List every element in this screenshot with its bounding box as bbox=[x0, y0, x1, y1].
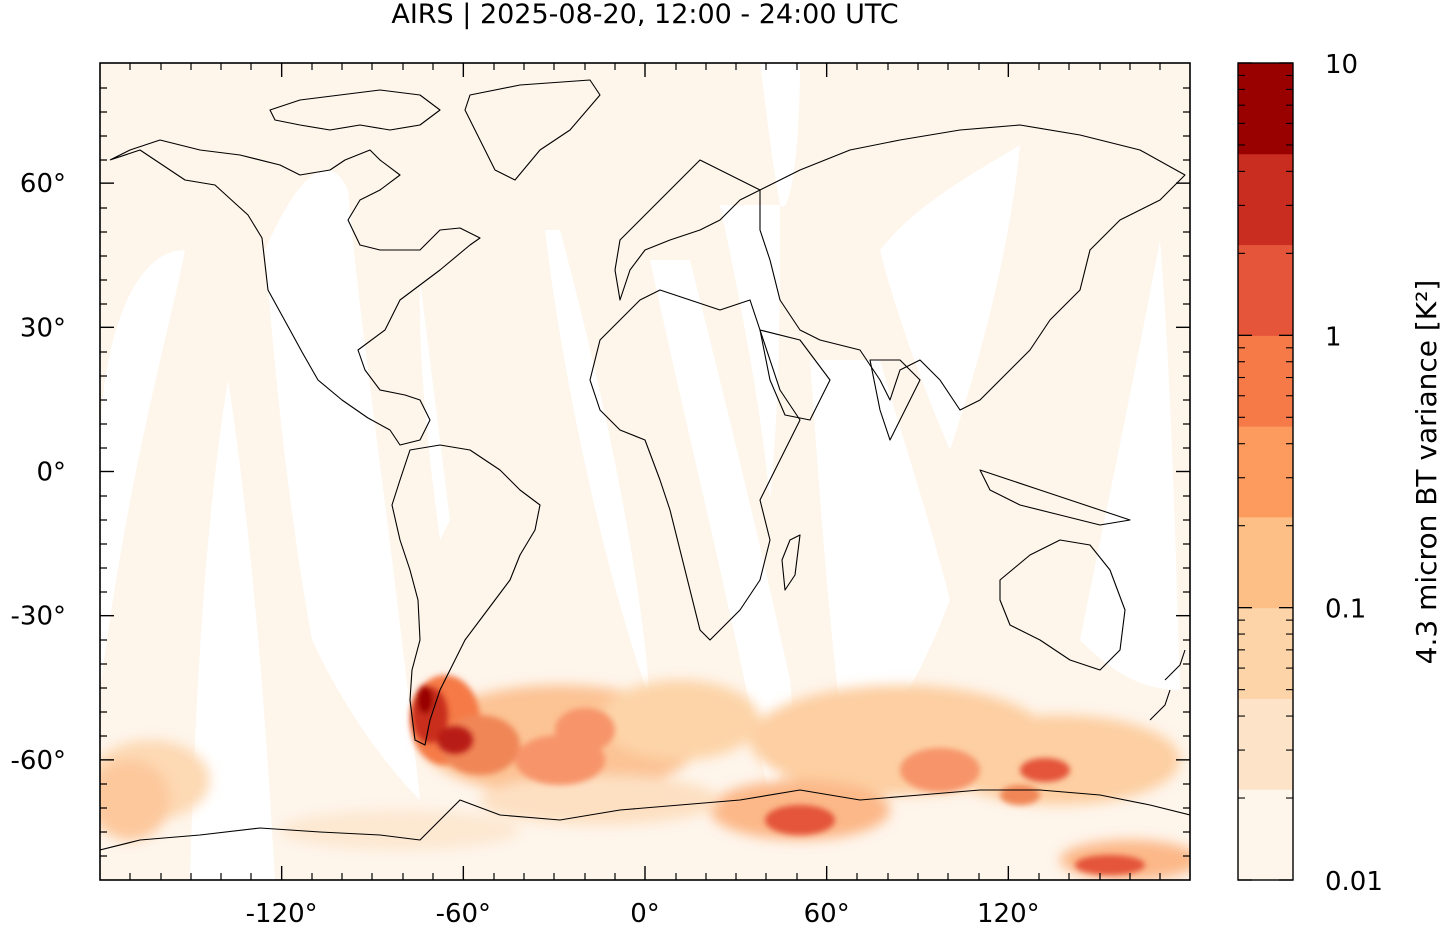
coastline-new-zealand bbox=[1149, 649, 1186, 721]
orbit-gap bbox=[760, 63, 800, 208]
x-tick-label: 0° bbox=[630, 899, 660, 929]
orbit-gap bbox=[720, 205, 780, 500]
orbit-gaps bbox=[100, 63, 1180, 880]
colorbar-tick-label: 0.01 bbox=[1325, 867, 1383, 897]
colorbar-segment bbox=[1238, 698, 1293, 790]
x-axis-ticks: -120° -60° 0° 60° 120° bbox=[246, 63, 1040, 929]
coastline-australia bbox=[999, 539, 1126, 671]
orbit-gap bbox=[265, 170, 420, 800]
coastline-antarctica bbox=[100, 789, 1190, 851]
coastline-arctic-islands bbox=[269, 89, 441, 131]
colorbar-tick-label: 0.1 bbox=[1325, 595, 1366, 625]
y-tick-label: 60° bbox=[20, 169, 66, 199]
y-tick-label: 0° bbox=[36, 458, 66, 488]
x-minor-ticks-top bbox=[129, 63, 1161, 70]
coastline-europe bbox=[614, 159, 761, 301]
map-area bbox=[100, 63, 1190, 880]
colorbar-segment bbox=[1238, 153, 1293, 246]
variance-field bbox=[100, 675, 1190, 880]
coastline-greenland bbox=[464, 79, 601, 181]
orbit-gap bbox=[545, 230, 650, 700]
coastline-madagascar bbox=[781, 534, 801, 591]
colorbar-segment bbox=[1238, 607, 1293, 699]
orbit-gap bbox=[880, 145, 1020, 450]
colorbar-segment bbox=[1238, 789, 1293, 881]
x-tick-label: -120° bbox=[246, 899, 318, 929]
orbit-gap bbox=[100, 250, 185, 690]
orbit-gap bbox=[650, 260, 792, 800]
x-tick-label: -60° bbox=[436, 899, 491, 929]
colorbar: 10 1 0.1 0.01 bbox=[1237, 50, 1383, 897]
y-tick-label: -30° bbox=[11, 602, 66, 632]
coastline-africa-eurasia bbox=[589, 289, 801, 641]
coastline-asia bbox=[759, 124, 1186, 411]
x-tick-label: 60° bbox=[804, 899, 850, 929]
colorbar-tick-label: 10 bbox=[1325, 50, 1358, 80]
coastline-north-america bbox=[109, 139, 481, 446]
y-axis-ticks: 60° 30° 0° -30° -60° bbox=[11, 169, 1190, 776]
colorbar-segment bbox=[1238, 426, 1293, 518]
plot-title: AIRS | 2025-08-20, 12:00 - 24:00 UTC bbox=[391, 0, 899, 30]
orbit-gap bbox=[810, 360, 950, 785]
y-minor-ticks-right bbox=[1183, 87, 1190, 857]
colorbar-segment bbox=[1238, 63, 1293, 155]
coastlines bbox=[100, 79, 1190, 851]
x-minor-ticks bbox=[129, 873, 1161, 880]
orbit-gap bbox=[1080, 240, 1180, 690]
colorbar-tick-label: 1 bbox=[1325, 322, 1342, 352]
colorbar-segment bbox=[1238, 335, 1293, 427]
x-tick-label: 120° bbox=[977, 899, 1040, 929]
colorbar-frame bbox=[1237, 62, 1294, 881]
minor-ticks bbox=[100, 63, 1190, 880]
orbit-gap bbox=[419, 280, 450, 540]
coastline-indonesia bbox=[979, 469, 1131, 526]
y-tick-label: 30° bbox=[20, 313, 66, 343]
coastline-india bbox=[869, 359, 921, 441]
colorbar-axis-label: 4.3 micron BT variance [K²] bbox=[1410, 280, 1442, 665]
coastline-arabia bbox=[759, 329, 831, 421]
colorbar-segment bbox=[1238, 244, 1293, 336]
y-minor-ticks bbox=[100, 87, 107, 857]
colorbar-segment bbox=[1238, 516, 1293, 609]
orbit-gap bbox=[190, 380, 275, 880]
coastline-south-america bbox=[391, 444, 541, 746]
y-tick-label: -60° bbox=[11, 746, 66, 776]
